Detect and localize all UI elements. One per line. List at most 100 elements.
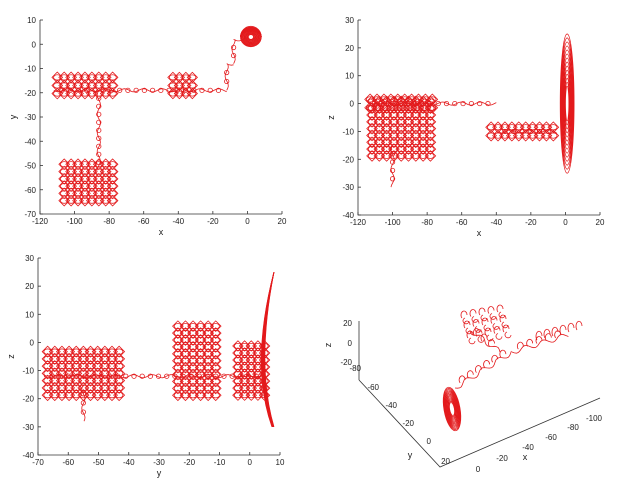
series-cluster-loop xyxy=(87,161,96,168)
series-cluster-loop xyxy=(507,124,516,131)
series-cluster-loop xyxy=(65,194,77,207)
series-cluster-loop xyxy=(73,175,83,182)
series-trajectory-loop xyxy=(224,78,230,85)
series-cluster-loop xyxy=(60,168,69,175)
series-cluster-loop xyxy=(58,71,71,84)
series-cluster-loop xyxy=(79,384,88,391)
series-cluster-loop xyxy=(63,389,76,402)
series-trajectory-loop xyxy=(207,87,213,93)
series-trajectory-loop xyxy=(80,409,86,415)
chart-panel-top-left: -120 -100 -80 -60 -40 -20 0 20 10 0 -10 -20 -30 -40 -5… xyxy=(8,16,287,237)
series-cluster-loop xyxy=(238,389,251,401)
y-tick-label: 0 xyxy=(427,437,432,446)
x-axis-label: x xyxy=(159,227,164,237)
z-tick-label: -20 xyxy=(340,358,352,367)
series-cluster-loop xyxy=(108,175,117,182)
series-cluster-loop xyxy=(211,364,220,371)
series-cluster-loop xyxy=(253,392,262,399)
series-cluster-loop xyxy=(107,363,117,370)
series-cluster-loop xyxy=(365,104,375,111)
series-attractor-orbit xyxy=(247,33,255,41)
series-cluster-loop xyxy=(232,389,244,401)
series-cluster-loop xyxy=(211,392,220,399)
series-cluster-loop xyxy=(233,385,242,392)
series-cluster-loop xyxy=(209,389,222,402)
series-cluster-loop xyxy=(77,389,90,402)
series-cluster-loop xyxy=(94,161,103,168)
axis-lines xyxy=(39,20,282,215)
series-cluster-loop xyxy=(188,74,197,81)
y-axis-label: z xyxy=(6,354,16,359)
series-cluster-loop xyxy=(72,71,84,84)
series-trajectory-loop xyxy=(224,69,230,76)
series-cluster-loop xyxy=(547,129,560,142)
series-cluster-loop xyxy=(233,357,242,363)
series-cluster-loop xyxy=(211,371,220,378)
series-cluster-loop xyxy=(93,355,102,363)
y-tick-label: -10 xyxy=(22,367,34,376)
series-cluster-loop xyxy=(493,132,503,139)
series-cluster-loop xyxy=(499,314,507,323)
series-cluster-loop xyxy=(108,197,117,204)
series-cluster-loop xyxy=(414,104,423,111)
series-cluster-loop xyxy=(398,93,411,106)
series-cluster-loop xyxy=(108,183,117,190)
series-cluster-loop xyxy=(549,132,558,139)
series-cluster-loop xyxy=(211,385,220,392)
x-axis-label: x xyxy=(477,228,482,238)
series-cluster-loop xyxy=(417,150,429,162)
series-cluster-loop xyxy=(50,355,59,363)
series-cluster-loop xyxy=(211,350,220,357)
series-cluster-loop xyxy=(371,101,383,114)
y-tick-label: 10 xyxy=(27,16,36,25)
series-cluster-loop xyxy=(186,79,198,92)
series-cluster-loop xyxy=(80,161,90,168)
series-cluster-loop xyxy=(233,392,242,399)
x-tick-label: -70 xyxy=(32,458,44,467)
series-cluster-loop xyxy=(79,348,88,355)
series-trajectory-loop xyxy=(96,135,102,141)
series-cluster-loop xyxy=(426,125,435,132)
series-cluster-loop xyxy=(499,121,511,134)
series-trajectory-loop xyxy=(150,87,156,93)
series-cluster-loop xyxy=(540,121,553,134)
series-cluster-loop xyxy=(393,104,402,111)
y-axis-label: z xyxy=(326,115,336,120)
series-cluster-loop xyxy=(402,150,415,162)
series-cluster-loop xyxy=(167,79,179,92)
series-cluster-loop xyxy=(67,197,76,204)
series-cluster-loop xyxy=(519,121,532,134)
series-cluster-loop xyxy=(67,175,76,182)
series-cluster-loop xyxy=(426,146,435,153)
z-tick-label: 0 xyxy=(348,339,353,348)
series-trajectory-loop xyxy=(535,336,543,344)
series-trajectory-loop xyxy=(528,128,534,135)
series-cluster-loop xyxy=(426,112,435,119)
series-cluster-loop xyxy=(233,350,242,356)
series-cluster-loop xyxy=(186,71,198,84)
series-trajectory-loop xyxy=(468,100,474,107)
series-attractor-orbit xyxy=(446,395,458,423)
series-cluster-loop xyxy=(73,183,83,190)
series-cluster-loop xyxy=(426,139,435,146)
series-cluster-loop xyxy=(247,385,256,392)
series-cluster-loop xyxy=(378,93,390,106)
series-cluster-loop xyxy=(505,129,518,142)
series-trajectory-loop xyxy=(141,87,147,93)
series-cluster-loop xyxy=(50,391,59,399)
series-cluster-loop xyxy=(58,79,71,92)
series-cluster-loop xyxy=(253,378,262,385)
series-cluster-loop xyxy=(211,336,220,344)
series-cluster-loop xyxy=(79,194,91,207)
series-cluster-loop xyxy=(94,183,103,190)
series-cluster-loop xyxy=(87,90,96,97)
x-tick-label: -50 xyxy=(93,458,105,467)
series-cluster-loop xyxy=(51,71,64,84)
series-attractor-orbit xyxy=(443,389,461,429)
x-tick-label: -10 xyxy=(214,458,226,467)
series-trajectory-loop xyxy=(389,167,396,174)
series-cluster-loop xyxy=(73,82,83,89)
series-trajectory-loop xyxy=(458,375,466,384)
series-cluster-loop xyxy=(60,74,69,81)
x-tick-label: -40 xyxy=(491,218,503,227)
